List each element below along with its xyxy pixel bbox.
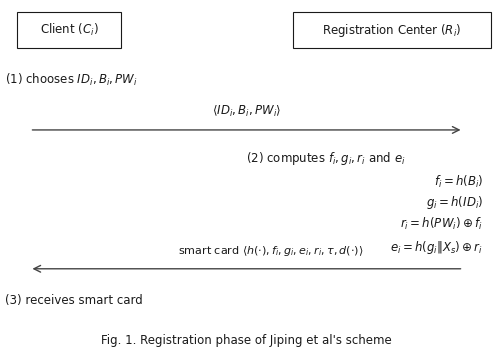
Text: Client $(C_i)$: Client $(C_i)$ (39, 22, 99, 38)
Text: $g_i = h(ID_i)$: $g_i = h(ID_i)$ (426, 194, 483, 211)
FancyBboxPatch shape (293, 12, 491, 48)
Text: $e_i = h(g_i \| X_s) \oplus r_i$: $e_i = h(g_i \| X_s) \oplus r_i$ (390, 239, 483, 256)
Text: smart card $\langle h(\cdot), f_i, g_i, e_i, r_i, \tau, d(\cdot)\rangle$: smart card $\langle h(\cdot), f_i, g_i, … (178, 244, 364, 258)
Text: Fig. 1. Registration phase of Jiping et al's scheme: Fig. 1. Registration phase of Jiping et … (101, 334, 392, 347)
Text: $\langle ID_i, B_i, PW_i\rangle$: $\langle ID_i, B_i, PW_i\rangle$ (212, 104, 281, 119)
Text: (2) computes $f_i, g_i, r_i$ and $e_i$: (2) computes $f_i, g_i, r_i$ and $e_i$ (246, 150, 406, 167)
Text: Registration Center $(R_i)$: Registration Center $(R_i)$ (322, 22, 461, 39)
Text: (3) receives smart card: (3) receives smart card (5, 294, 142, 307)
Text: (1) chooses $ID_i, B_i, PW_i$: (1) chooses $ID_i, B_i, PW_i$ (5, 72, 138, 88)
FancyBboxPatch shape (17, 12, 121, 48)
Text: $r_i = h(PW_i) \oplus f_i$: $r_i = h(PW_i) \oplus f_i$ (400, 216, 483, 232)
Text: $f_i = h(B_i)$: $f_i = h(B_i)$ (434, 173, 483, 190)
